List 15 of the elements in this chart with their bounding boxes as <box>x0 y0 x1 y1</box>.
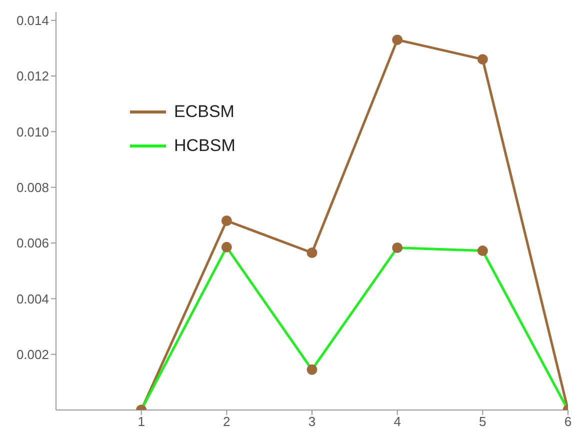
legend-label: HCBSM <box>174 135 236 157</box>
x-tick-label: 2 <box>223 414 230 430</box>
y-tick-label: 0.010 <box>16 124 49 140</box>
x-tick-label: 1 <box>138 414 145 430</box>
y-tick-label: 0.012 <box>16 68 49 84</box>
y-tick-label: 0.006 <box>16 236 49 251</box>
x-tick-label: 4 <box>394 414 401 430</box>
y-tick-label: 0.014 <box>16 12 49 28</box>
x-tick-label: 3 <box>308 414 316 430</box>
y-tick-label: 0.002 <box>16 346 49 362</box>
x-tick-label: 5 <box>479 414 486 430</box>
legend-label: ECBSM <box>174 101 234 123</box>
x-tick-label: 6 <box>564 414 572 430</box>
y-tick-label: 0.004 <box>16 291 49 306</box>
y-tick-label: 0.008 <box>16 180 49 195</box>
